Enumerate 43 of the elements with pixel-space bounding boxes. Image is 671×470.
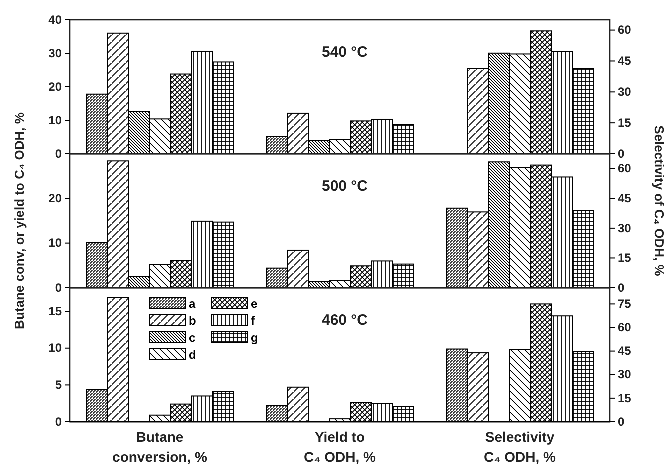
legend-label: c: [189, 331, 196, 345]
y-tick-label: 20: [48, 80, 62, 94]
y2-axis-title: Selectivity of C₄ ODH, %: [652, 126, 667, 277]
x-tick-label: Selectivity C₄ ODH, %: [484, 429, 557, 465]
y2-tick-label: 0: [618, 146, 625, 161]
y-tick-label: 40: [48, 12, 62, 27]
y-tick-label: 0: [55, 280, 62, 295]
y-tick-label: 15: [48, 304, 62, 318]
y2-tick-label: 60: [618, 23, 632, 38]
y-tick-label: 20: [48, 192, 62, 206]
x-tick-label: Yield to C₄ ODH, %: [304, 429, 377, 465]
text: 540 °C: [322, 44, 368, 61]
legend-label: f: [251, 314, 256, 328]
y-tick-label: 0: [55, 414, 62, 429]
legend-label: b: [189, 314, 196, 328]
y-tick-label: 10: [48, 236, 62, 250]
legend-label: d: [189, 348, 196, 362]
text: 500 °C: [322, 178, 368, 195]
y2-tick-label: 45: [618, 344, 632, 358]
y2-tick-label: 15: [618, 391, 632, 406]
y2-tick-label: 15: [618, 251, 632, 266]
y2-tick-label: 75: [618, 297, 632, 312]
y2-tick-label: 30: [618, 84, 632, 99]
legend-label: e: [251, 297, 258, 311]
y2-tick-label: 15: [618, 116, 632, 130]
y-tick-label: 0: [55, 146, 62, 161]
y2-tick-label: 30: [618, 368, 632, 382]
y2-tick-label: 45: [618, 54, 632, 68]
y2-tick-label: 60: [618, 162, 632, 176]
y-tick-label: 10: [48, 113, 62, 128]
y2-tick-label: 0: [618, 414, 625, 429]
y-tick-label: 30: [48, 46, 62, 60]
legend-label: g: [251, 331, 258, 345]
y2-tick-label: 30: [618, 221, 632, 236]
y-tick-label: 5: [55, 378, 62, 392]
y2-tick-label: 0: [618, 280, 625, 295]
y2-tick-label: 60: [618, 320, 632, 335]
y2-tick-label: 45: [618, 192, 632, 206]
text: 460 °C: [322, 312, 368, 329]
legend-label: a: [189, 297, 196, 311]
y-axis-title: Butane conv, or yield to C₄ ODH, %: [12, 112, 27, 330]
y-tick-label: 10: [48, 341, 62, 356]
x-tick-label: Butane conversion, %: [112, 429, 208, 465]
